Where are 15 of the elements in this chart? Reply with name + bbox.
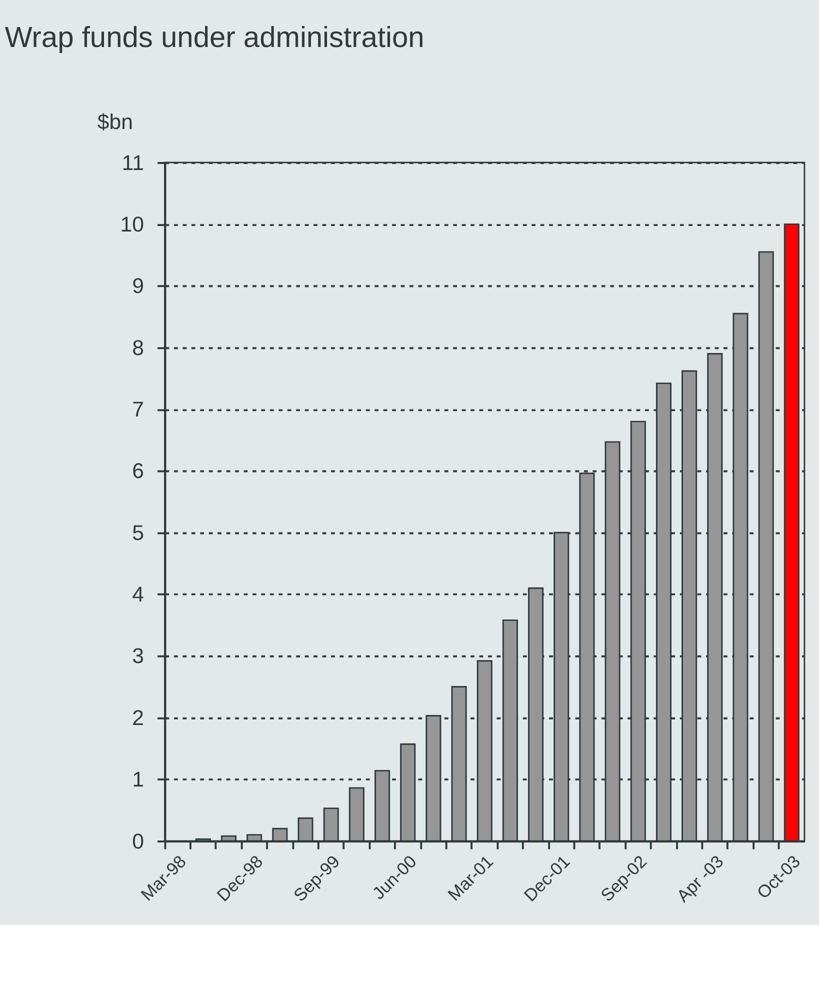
x-tick-label: Apr -03 [672, 851, 728, 906]
y-tick-label: 5 [132, 520, 144, 545]
y-tick-label: 9 [132, 274, 144, 298]
y-tick-label: 7 [132, 398, 144, 422]
y-tick-label: 6 [132, 459, 144, 484]
y-tick-label: 0 [132, 829, 144, 854]
y-tick-label: 2 [132, 706, 144, 730]
chart-title: Wrap funds under administration [4, 22, 424, 54]
y-tick-label: 1 [132, 768, 144, 792]
y-tick-label: 8 [132, 336, 144, 360]
y-tick-label: 11 [122, 150, 144, 175]
y-tick-label: 3 [132, 644, 144, 668]
y-axis-title: $bn [97, 110, 133, 134]
y-tick-label: 4 [132, 582, 144, 607]
y-tick-label: 10 [120, 212, 144, 236]
